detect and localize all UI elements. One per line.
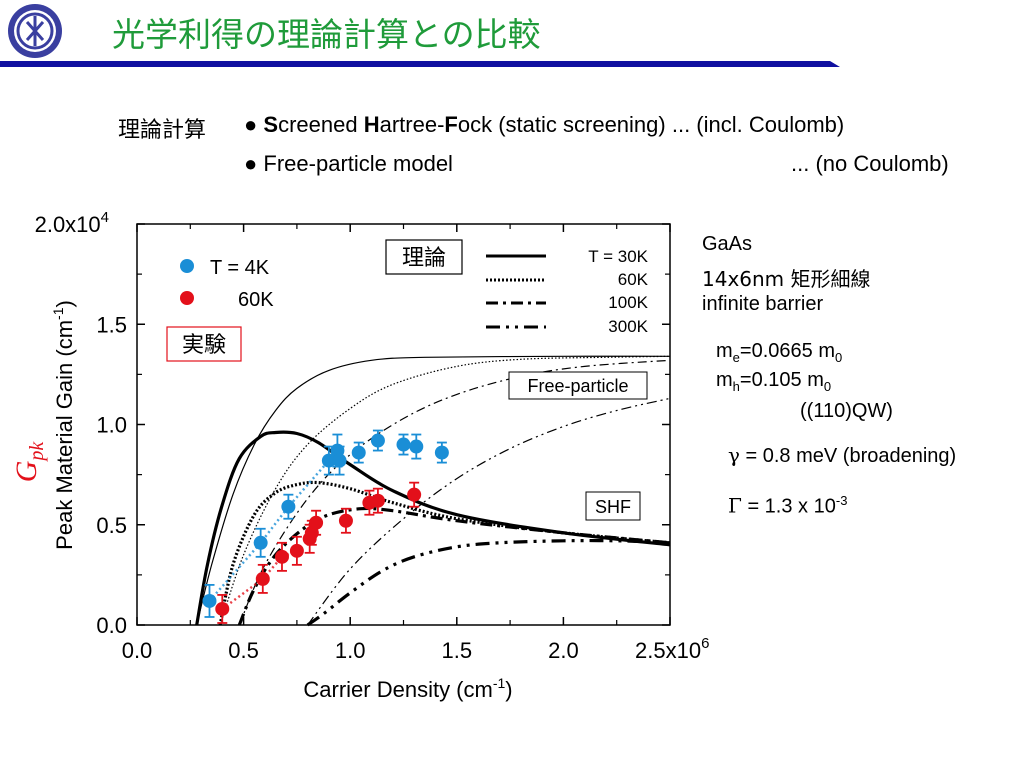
shf-curve-60k — [218, 480, 671, 626]
data-point-60k — [215, 601, 230, 616]
data-point-60k — [274, 549, 289, 564]
shf-box — [585, 491, 641, 521]
data-point-60k — [370, 493, 385, 508]
legend-label-60k: 60K — [238, 289, 274, 311]
data-point-4k — [202, 593, 217, 608]
data-point-60k — [255, 571, 270, 586]
data-point-4k — [370, 433, 385, 448]
barrier-text: infinite barrier — [702, 293, 824, 315]
y-axis-title: Peak Material Gain (cm-1) — [50, 300, 77, 550]
x-axis-title: Carrier Density (cm-1) — [303, 675, 512, 702]
legend-marker-60k — [180, 291, 194, 305]
method-free-particle: ● Free-particle model — [244, 151, 453, 177]
data-point-4k — [396, 437, 411, 452]
trend-line-60k — [221, 549, 298, 611]
confinement-exp: -3 — [835, 493, 848, 508]
gpk-label: Gpk — [10, 441, 48, 483]
material-text: GaAs — [702, 233, 753, 255]
mh-value: =0.105 m — [739, 369, 824, 391]
free-particle-text: Free-particle model — [263, 151, 453, 176]
experiment-label: 実験 — [182, 333, 226, 358]
shf-curve-100k — [237, 506, 671, 626]
y-tick-label: 0.5 — [96, 513, 127, 538]
x-tick-label: 1.0 — [335, 638, 366, 663]
trend-line-4k — [208, 459, 330, 602]
shf-t1: creened — [278, 112, 364, 137]
data-point-4k — [253, 535, 268, 550]
shf-s: S — [263, 112, 279, 137]
confinement-factor-text: Γ = 1.3 x 10-3 — [728, 493, 847, 519]
university-logo — [8, 4, 62, 58]
free-particle-curve-60k — [219, 355, 671, 626]
data-point-4k — [321, 453, 336, 468]
plot-frame — [136, 223, 671, 626]
data-point-4k — [281, 499, 296, 514]
x-tick-label: 0.5 — [228, 638, 259, 663]
gamma-symbol: γ — [728, 443, 740, 467]
shf-curve-30k — [195, 430, 671, 626]
shf-curve-300k — [306, 538, 671, 627]
me-unit-sub: 0 — [834, 350, 843, 365]
legend-label-60k-theory: 60K — [618, 270, 649, 289]
data-point-60k — [407, 487, 422, 502]
slide-title: 光学利得の理論計算との比較 — [112, 15, 541, 54]
theory-box — [385, 239, 463, 275]
x-tick-exponent: 6 — [701, 635, 709, 652]
electron-mass-text: me=0.0665 m0 — [716, 340, 842, 365]
theory-calc-label: 理論計算 — [118, 118, 207, 143]
capital-gamma-symbol: Γ — [728, 493, 742, 518]
hole-mass-text: mh=0.105 m0 — [716, 369, 831, 394]
wire-dimensions-text: 14x6nm 矩形細線 — [702, 267, 871, 291]
bullet: ● — [244, 112, 258, 137]
free-particle-curve-300k — [307, 397, 671, 626]
free-particle-curve-100k — [238, 359, 671, 626]
legend-marker-4k — [180, 259, 194, 273]
data-point-4k — [434, 445, 449, 460]
y-tick-exponent: 4 — [101, 209, 109, 226]
mh-sub: h — [732, 379, 740, 394]
data-point-60k — [289, 543, 304, 558]
me-base: m — [716, 340, 733, 362]
y-tick-label: 0.0 — [96, 613, 127, 638]
me-value: =0.0665 m — [739, 340, 835, 362]
free-particle-label: Free-particle — [527, 376, 628, 396]
experiment-box — [166, 326, 242, 362]
theory-label: 理論 — [402, 246, 446, 271]
data-point-4k — [409, 439, 424, 454]
legend-label-30k: T = 30K — [588, 247, 648, 266]
legend-label-4k: T = 4K — [210, 257, 270, 279]
x-tick-label: 0.0 — [122, 638, 153, 663]
legend-label-100k: 100K — [608, 293, 648, 312]
me-sub: e — [732, 350, 740, 365]
y-tick-label: 1.0 — [96, 413, 127, 438]
method-shf: ● Screened Hartree-Fock (static screenin… — [244, 112, 844, 138]
legend-label-300k: 300K — [608, 317, 648, 336]
data-point-4k — [351, 445, 366, 460]
bullet: ● — [244, 151, 258, 176]
mh-base: m — [716, 369, 733, 391]
shf-t2: artree- — [379, 112, 445, 137]
title-rule — [0, 61, 840, 67]
peak-gain-chart: 0.0 0.5 1.0 1.5 2.0 2.5x106 0.0 0.5 1.0 1.5 2.0x10… — [10, 209, 709, 702]
free-particle-note: ... (no Coulomb) — [791, 151, 949, 176]
broadening-text: γ = 0.8 meV (broadening) — [728, 443, 956, 468]
y-tick-label: 1.5 — [96, 312, 127, 337]
shf-label: SHF — [595, 497, 631, 517]
orientation-text: ((110)QW) — [800, 400, 893, 422]
x-tick-label: 2.0 — [548, 638, 579, 663]
mh-unit-sub: 0 — [823, 379, 832, 394]
shf-f: F — [444, 112, 458, 137]
free-particle-box — [508, 371, 648, 400]
y-tick-label: 2.0x104 — [35, 209, 109, 237]
confinement-value: = 1.3 x 10 — [741, 495, 836, 518]
x-tick-label: 2.5x106 — [635, 635, 709, 663]
data-point-60k — [309, 515, 324, 530]
data-point-4k — [332, 453, 347, 468]
shf-h: H — [363, 112, 380, 137]
shf-t3: ock (static screening) ... (incl. Coulom… — [457, 112, 845, 137]
x-tick-label: 1.5 — [442, 638, 473, 663]
free-particle-curve-30k — [196, 355, 671, 626]
data-point-60k — [338, 513, 353, 528]
broadening-value: = 0.8 meV (broadening) — [739, 445, 957, 467]
